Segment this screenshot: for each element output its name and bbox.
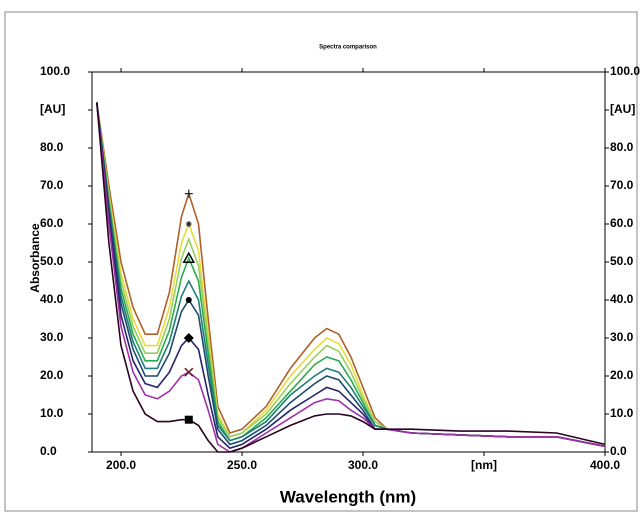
- y-tick-label: 60.0: [40, 216, 64, 230]
- x-tick-label: [nm]: [471, 458, 497, 472]
- chart-title: Spectra comparison: [319, 45, 377, 51]
- marker: [184, 415, 193, 424]
- x-tick-label: 400.0: [590, 458, 620, 472]
- y2-tick-label: 60.0: [610, 216, 634, 230]
- y2-tick-label: 20.0: [610, 368, 634, 382]
- y2-tick-label: 70.0: [610, 178, 634, 192]
- y2-tick-label: 50.0: [610, 254, 634, 268]
- y2-tick-label: 100.0: [610, 64, 640, 78]
- y2-tick-label: [AU]: [610, 102, 635, 116]
- series-line: [96, 102, 606, 453]
- y-tick-label: 30.0: [40, 330, 64, 344]
- marker: [182, 251, 196, 263]
- series-line: [96, 102, 606, 453]
- y-tick-label: 20.0: [40, 368, 64, 382]
- y-tick-label: 100.0: [40, 64, 70, 78]
- frame: [4, 11, 638, 512]
- y-tick-label: 10.0: [40, 406, 64, 420]
- marker: [184, 189, 193, 198]
- x-axis-label: Wavelength (nm): [280, 487, 416, 506]
- y-tick-label: 50.0: [40, 254, 64, 268]
- series-line: [96, 102, 606, 450]
- y-axis-label: Absorbance: [28, 223, 42, 293]
- marker: [185, 297, 192, 303]
- y2-tick-label: 30.0: [610, 330, 634, 344]
- marker: [183, 333, 194, 343]
- y2-tick-label: 10.0: [610, 406, 634, 420]
- y2-tick-label: 40.0: [610, 292, 634, 306]
- x-tick-label: 300.0: [348, 458, 378, 472]
- y-tick-label: 70.0: [40, 178, 64, 192]
- marker: [185, 221, 192, 227]
- marker: [184, 367, 194, 377]
- y2-tick-label: 80.0: [610, 140, 634, 154]
- y-tick-label: 0.0: [40, 444, 57, 458]
- y-tick-label: 80.0: [40, 140, 64, 154]
- y-tick-label: 40.0: [40, 292, 64, 306]
- x-tick-label: 250.0: [227, 458, 257, 472]
- x-tick-label: 200.0: [106, 458, 136, 472]
- plot-area: [91, 71, 606, 453]
- y2-tick-label: 0.0: [610, 444, 627, 458]
- y-tick-label: [AU]: [40, 102, 65, 116]
